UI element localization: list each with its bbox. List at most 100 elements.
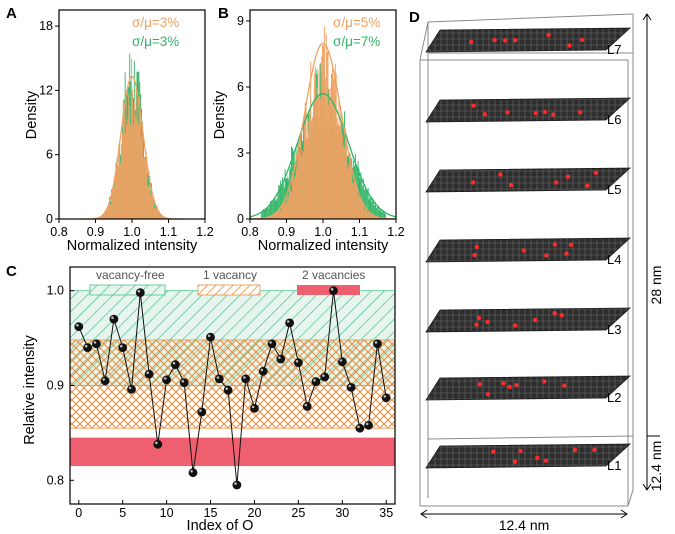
panel-c-xlabel: Index of O — [187, 518, 254, 534]
data-point — [276, 354, 286, 364]
b-bar-orange — [366, 212, 368, 219]
a-bar-orange — [113, 186, 115, 219]
b-bar-green — [380, 210, 382, 219]
b-bar-green — [291, 146, 292, 219]
b-bar-orange — [361, 200, 363, 219]
b-bar-green — [281, 177, 283, 219]
b-bar-green — [370, 198, 372, 219]
b-bar-green — [279, 185, 281, 219]
layer-l3: L3 — [425, 307, 632, 337]
panel-c-xtick-label: 30 — [335, 506, 349, 520]
b-bar-orange — [292, 174, 294, 219]
a-bar-orange — [145, 151, 147, 219]
panel-d-dimensions — [420, 13, 660, 519]
a-bar-orange — [125, 97, 127, 219]
data-point — [179, 378, 189, 388]
data-point — [127, 384, 136, 394]
b-bar-orange — [337, 124, 339, 219]
a-ytick-label: 0 — [46, 212, 53, 226]
panel-b-xlabel: Normalized intensity — [258, 238, 389, 254]
data-point — [144, 369, 154, 379]
b-bar-orange — [305, 108, 307, 219]
b-bar-orange — [378, 217, 380, 219]
data-point — [320, 372, 330, 382]
b-bar-green — [275, 200, 277, 219]
b-bar-orange — [326, 52, 328, 220]
b-bar-orange — [362, 202, 364, 219]
panel-c-label: C — [6, 263, 17, 280]
data-point — [373, 339, 382, 349]
a-bar-orange — [152, 201, 154, 219]
panel-c-xtick-label: 10 — [160, 506, 174, 520]
panel-d-label: D — [409, 9, 420, 26]
b-bar-orange — [272, 215, 274, 219]
b-bar-green — [266, 207, 268, 219]
b-bar-orange — [333, 79, 334, 219]
a-bar-orange — [142, 123, 143, 219]
b-bar-green — [369, 195, 371, 219]
data-point — [162, 375, 172, 385]
data-point — [188, 468, 198, 478]
data-point — [83, 343, 92, 352]
b-bar-orange — [317, 68, 319, 219]
a-bar-orange — [129, 106, 131, 219]
b-bar-green — [272, 199, 274, 219]
legend-swatch-2-vacancies — [297, 285, 360, 295]
a-bar-orange — [160, 215, 162, 219]
a-bar-orange — [103, 213, 105, 219]
a-ytick-label: 18 — [39, 19, 53, 33]
b-bar-orange — [284, 199, 286, 219]
b-bar-orange — [364, 206, 366, 219]
b-bar-orange — [289, 188, 291, 219]
a-bar-orange — [135, 89, 137, 219]
b-bar-orange — [371, 214, 373, 219]
b-bar-green — [378, 210, 380, 219]
a-bar-orange — [151, 194, 153, 219]
b-bar-green — [284, 169, 286, 219]
b-bar-green — [270, 201, 271, 219]
b-bar-orange — [318, 96, 320, 219]
b-bar-orange — [323, 45, 324, 219]
data-point — [214, 374, 224, 384]
b-bar-orange — [345, 133, 347, 219]
b-bar-orange — [275, 212, 277, 219]
a-bar-orange — [161, 216, 163, 219]
b-bar-orange — [291, 170, 293, 219]
panel-a-fit-curve — [80, 75, 183, 220]
b-bar-orange — [338, 101, 340, 219]
panel-a-ylabel: Density — [24, 90, 40, 139]
b-bar-orange — [288, 197, 290, 219]
b-bar-orange — [311, 120, 313, 219]
b-bar-green — [269, 205, 271, 219]
b-bar-orange — [365, 207, 367, 219]
a-bar-orange — [110, 204, 112, 219]
b-bar-orange — [333, 71, 335, 219]
b-bar-green — [261, 210, 263, 219]
b-bar-orange — [355, 184, 357, 219]
b-bar-orange — [352, 182, 354, 219]
b-bar-orange — [303, 114, 305, 219]
a-bar-orange — [109, 203, 111, 219]
a-bar-orange — [159, 215, 161, 219]
b-bar-green — [273, 197, 275, 219]
layer-label: L4 — [607, 252, 621, 267]
b-bar-orange — [297, 150, 299, 219]
b-ytick-label: 6 — [237, 80, 244, 94]
a-bar-orange — [155, 206, 157, 219]
b-bar-orange — [280, 210, 282, 219]
panel-a-histogram: 0.8 0.9 1.0 1.1 1.2 0 6 12 18 Normalized intens… — [24, 9, 214, 254]
band-1-vacancy — [69, 339, 396, 429]
a-bar-orange — [124, 133, 126, 219]
b-bar-green — [374, 205, 376, 219]
b-bar-orange — [287, 195, 289, 219]
panel-d-3d-stack: L7 L6 L5 L4 L3 L2 L1 28 nm 12.4 nm 12.4 nm — [419, 13, 664, 533]
a-bar-orange — [106, 207, 108, 219]
b-bar-green — [375, 207, 377, 219]
b-bar-orange — [327, 51, 329, 219]
b-bar-orange — [309, 110, 311, 219]
data-point — [118, 343, 128, 352]
b-bar-green — [381, 212, 383, 219]
b-bar-orange — [358, 193, 360, 219]
a-bar-orange — [147, 184, 149, 219]
panel-c-ylabel: Relative intensity — [22, 334, 38, 444]
